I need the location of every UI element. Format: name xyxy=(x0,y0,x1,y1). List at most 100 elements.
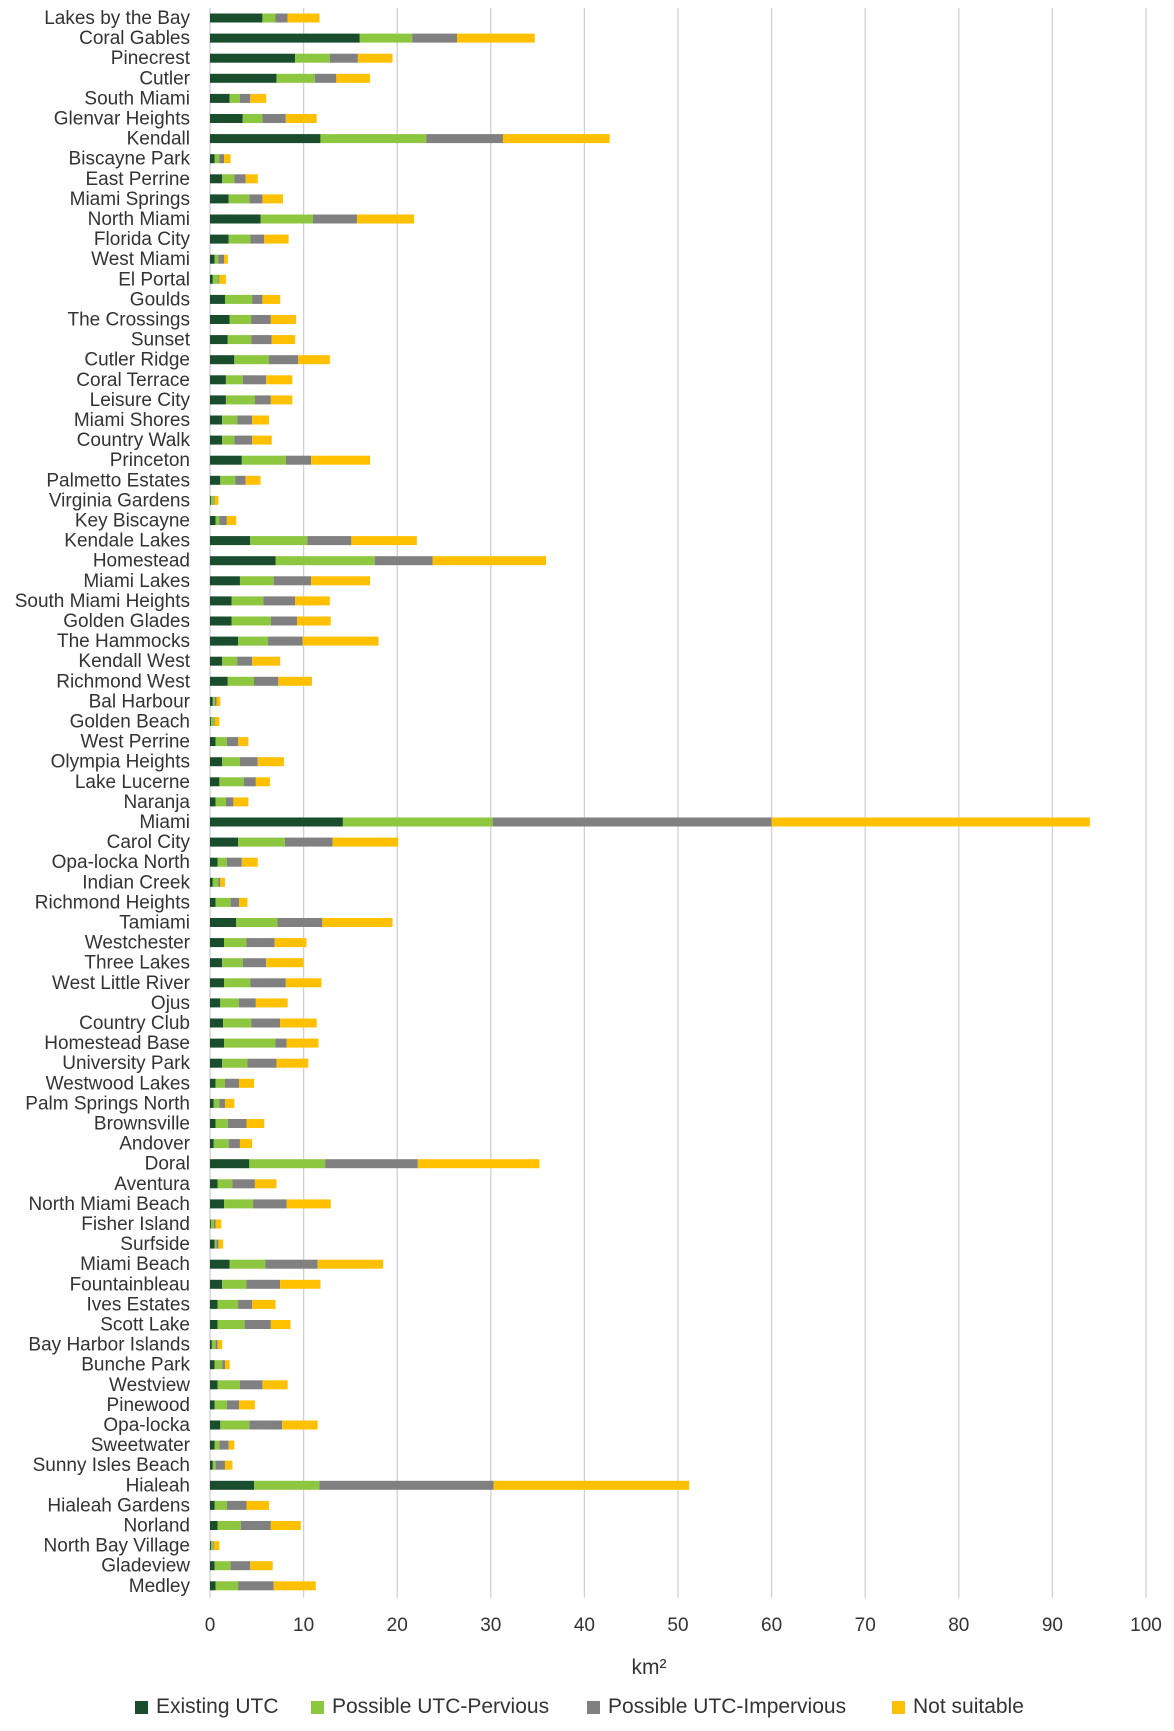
bar-segment xyxy=(254,1179,277,1189)
bar-segment xyxy=(215,1219,222,1229)
bar-segment xyxy=(235,475,246,485)
bar-segment xyxy=(412,33,458,43)
bar-segment xyxy=(244,1320,271,1329)
bar-segment xyxy=(320,134,427,144)
bar-segment xyxy=(210,395,226,405)
x-tick-label: 90 xyxy=(1042,1615,1063,1636)
bar-segment xyxy=(233,797,249,807)
bar-segment xyxy=(224,1460,233,1470)
bar-segment xyxy=(214,495,219,505)
category-label: Glenvar Heights xyxy=(54,109,190,130)
bar-segment xyxy=(210,1098,214,1108)
legend-item: Existing UTC xyxy=(135,1695,279,1718)
category-label: Indian Creek xyxy=(82,872,190,893)
category-label: South Miami Heights xyxy=(15,591,190,612)
bar-segment xyxy=(285,978,322,988)
bar-segment xyxy=(210,1259,230,1269)
bar-segment xyxy=(242,114,263,123)
bar-segment xyxy=(219,1098,225,1108)
bar-segment xyxy=(222,757,240,767)
bar-segment xyxy=(278,676,313,686)
bar-segment xyxy=(295,53,330,63)
category-label: Fisher Island xyxy=(81,1214,190,1235)
category-label: Miami Springs xyxy=(70,189,190,210)
bar-segment xyxy=(210,234,229,244)
bar-segment xyxy=(224,294,253,304)
bar-segment xyxy=(426,134,503,144)
bar-segment xyxy=(270,616,298,626)
bar-segment xyxy=(215,516,220,525)
bar-segment xyxy=(336,73,371,83)
bar-segment xyxy=(222,1279,247,1289)
bar-segment xyxy=(210,1521,218,1530)
category-label: Cutler Ridge xyxy=(84,350,190,371)
bar-segment xyxy=(492,817,772,827)
bar-segment xyxy=(210,355,235,365)
bar-segment xyxy=(250,978,286,988)
category-label: Country Walk xyxy=(77,430,191,451)
bar-segment xyxy=(229,1259,266,1269)
bar-segment xyxy=(210,1018,224,1028)
category-label: Surfside xyxy=(120,1234,190,1255)
bar-segment xyxy=(275,13,288,23)
bar-segment xyxy=(214,154,220,164)
bar-segment xyxy=(285,455,312,465)
bar-segment xyxy=(249,194,263,204)
bar-segment xyxy=(322,918,393,927)
bar-segment xyxy=(210,958,223,968)
bar-segment xyxy=(215,1340,218,1350)
bar-segment xyxy=(264,234,289,244)
category-label: Palm Springs North xyxy=(25,1093,190,1114)
category-label: Naranja xyxy=(123,792,190,813)
bar-segment xyxy=(210,315,230,324)
category-label: Kendall West xyxy=(78,651,190,672)
category-label: North Miami Beach xyxy=(28,1194,190,1215)
bar-segment xyxy=(210,435,223,445)
bar-segment xyxy=(226,737,239,747)
bar-segment xyxy=(271,335,296,345)
bar-segment xyxy=(286,1199,331,1209)
bar-segment xyxy=(226,1500,247,1510)
bar-segment xyxy=(210,1440,215,1450)
x-tick-label: 100 xyxy=(1130,1615,1162,1636)
category-label: Sweetwater xyxy=(91,1435,191,1456)
legend-label: Possible UTC-Impervious xyxy=(608,1695,846,1718)
bar-segment xyxy=(287,13,320,23)
bar-segment xyxy=(210,1460,213,1470)
bar-segment xyxy=(210,978,225,988)
category-label: Norland xyxy=(123,1516,190,1537)
bar-segment xyxy=(250,536,308,546)
legend-swatch xyxy=(587,1701,600,1714)
bar-segment xyxy=(210,1279,223,1289)
bar-segment xyxy=(210,556,276,566)
bar-segment xyxy=(210,1299,218,1309)
bar-segment xyxy=(276,1058,309,1068)
bar-segment xyxy=(224,1098,235,1108)
bar-segment xyxy=(210,1159,250,1169)
bar-segment xyxy=(210,455,242,465)
category-label: University Park xyxy=(62,1053,190,1074)
bar-segment xyxy=(325,1159,418,1169)
category-label: Homestead Base xyxy=(44,1033,190,1054)
bar-segment xyxy=(219,777,244,787)
category-label: Opa-locka xyxy=(103,1415,190,1436)
legend-swatch xyxy=(135,1701,148,1714)
bar-segment xyxy=(210,495,211,505)
bar-segment xyxy=(239,757,258,767)
category-label: Miami Shores xyxy=(74,410,190,431)
bar-segment xyxy=(255,998,288,1008)
bar-segment xyxy=(231,596,264,606)
bar-segment xyxy=(295,596,330,606)
bar-segment xyxy=(457,33,535,43)
bar-segment xyxy=(228,1139,240,1149)
bar-segment xyxy=(210,616,232,626)
category-label: Coral Terrace xyxy=(76,370,190,391)
bar-segment xyxy=(210,1058,223,1068)
category-label: Miami Beach xyxy=(80,1254,190,1275)
category-label: Gladeview xyxy=(101,1556,190,1577)
bar-segment xyxy=(214,254,219,264)
bar-segment xyxy=(220,877,225,887)
bar-segment xyxy=(210,797,216,807)
bar-segment xyxy=(239,897,248,907)
